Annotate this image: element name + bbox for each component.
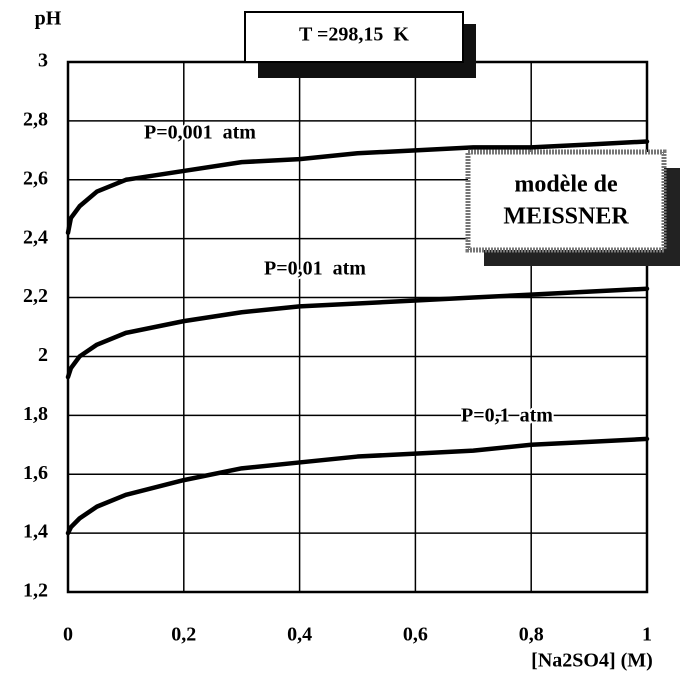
annotation: modèle de [514, 172, 618, 198]
x-tick-label: 0,8 [519, 624, 544, 646]
x-tick-label: 0,4 [287, 624, 312, 646]
series-label: P=0,001 atm [144, 122, 256, 144]
annotation-box [465, 149, 667, 253]
line [65, 286, 650, 380]
x-tick-label: 0 [63, 624, 73, 646]
y-tick-label: 1,8 [23, 403, 48, 425]
y-tick-label: 2 [38, 344, 48, 366]
x-tick-label: 0,2 [171, 624, 196, 646]
y-tick-label: 2,6 [23, 167, 48, 189]
line [65, 139, 650, 236]
y-tick-label: 1,4 [23, 521, 48, 543]
y-tick-label: 2,2 [23, 285, 48, 307]
x-tick-label: 0,6 [403, 624, 428, 646]
x-axis-label: [Na2SO4] (M) [531, 650, 653, 672]
annotation: MEISSNER [503, 204, 629, 230]
chart-title: T =298,15 K [299, 24, 409, 46]
series-label: P=0,01 atm [264, 258, 366, 280]
y-tick-label: 1,2 [23, 580, 48, 602]
series-label: P=0,1 atm [461, 405, 553, 427]
x-tick-label: 1 [642, 624, 652, 646]
y-tick-label: 1,6 [23, 462, 48, 484]
line [65, 436, 650, 536]
y-tick-label: 2,8 [23, 108, 48, 130]
y-axis-label: pH [35, 8, 62, 30]
y-tick-label: 3 [38, 50, 48, 72]
title-box [244, 11, 464, 63]
y-tick-label: 2,4 [23, 226, 48, 248]
